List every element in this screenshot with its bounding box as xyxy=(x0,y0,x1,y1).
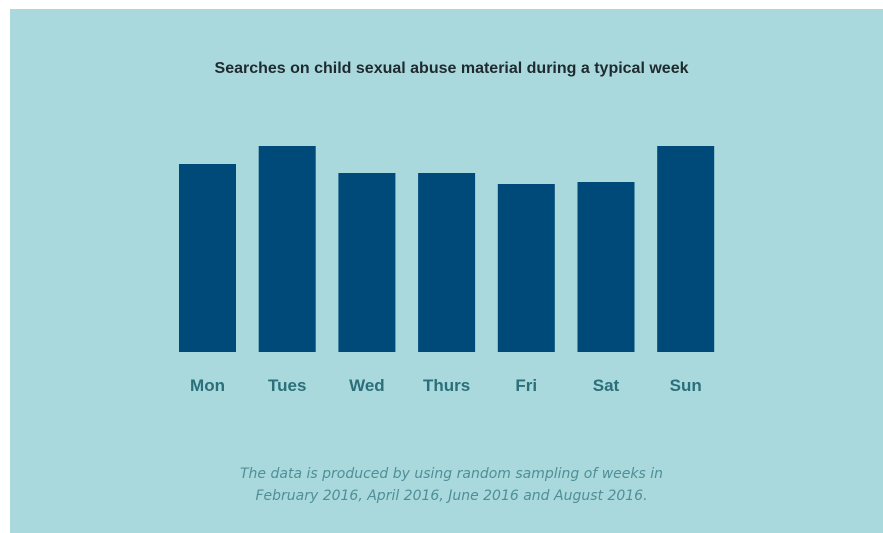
bar-sat xyxy=(577,182,635,352)
bar-fri xyxy=(497,184,555,352)
bar-wed xyxy=(338,173,396,352)
category-label-sat: Sat xyxy=(593,376,620,395)
chart-title: Searches on child sexual abuse material … xyxy=(214,60,689,77)
category-label-tues: Tues xyxy=(268,376,306,395)
category-label-sun: Sun xyxy=(670,376,702,395)
bar-sun xyxy=(657,146,715,352)
bar-group xyxy=(179,146,715,352)
bar-thurs xyxy=(418,173,476,352)
footnote-line-1: The data is produced by using random sam… xyxy=(240,466,663,482)
footnote-line-2: February 2016, April 2016, June 2016 and… xyxy=(255,488,648,504)
bar-tues xyxy=(258,146,316,352)
category-label-thurs: Thurs xyxy=(423,376,470,395)
category-label-group: Mon Tues Wed Thurs Fri Sat Sun xyxy=(190,376,702,395)
category-label-mon: Mon xyxy=(190,376,225,395)
category-label-fri: Fri xyxy=(515,376,537,395)
bar-mon xyxy=(179,164,236,352)
category-label-wed: Wed xyxy=(349,376,385,395)
